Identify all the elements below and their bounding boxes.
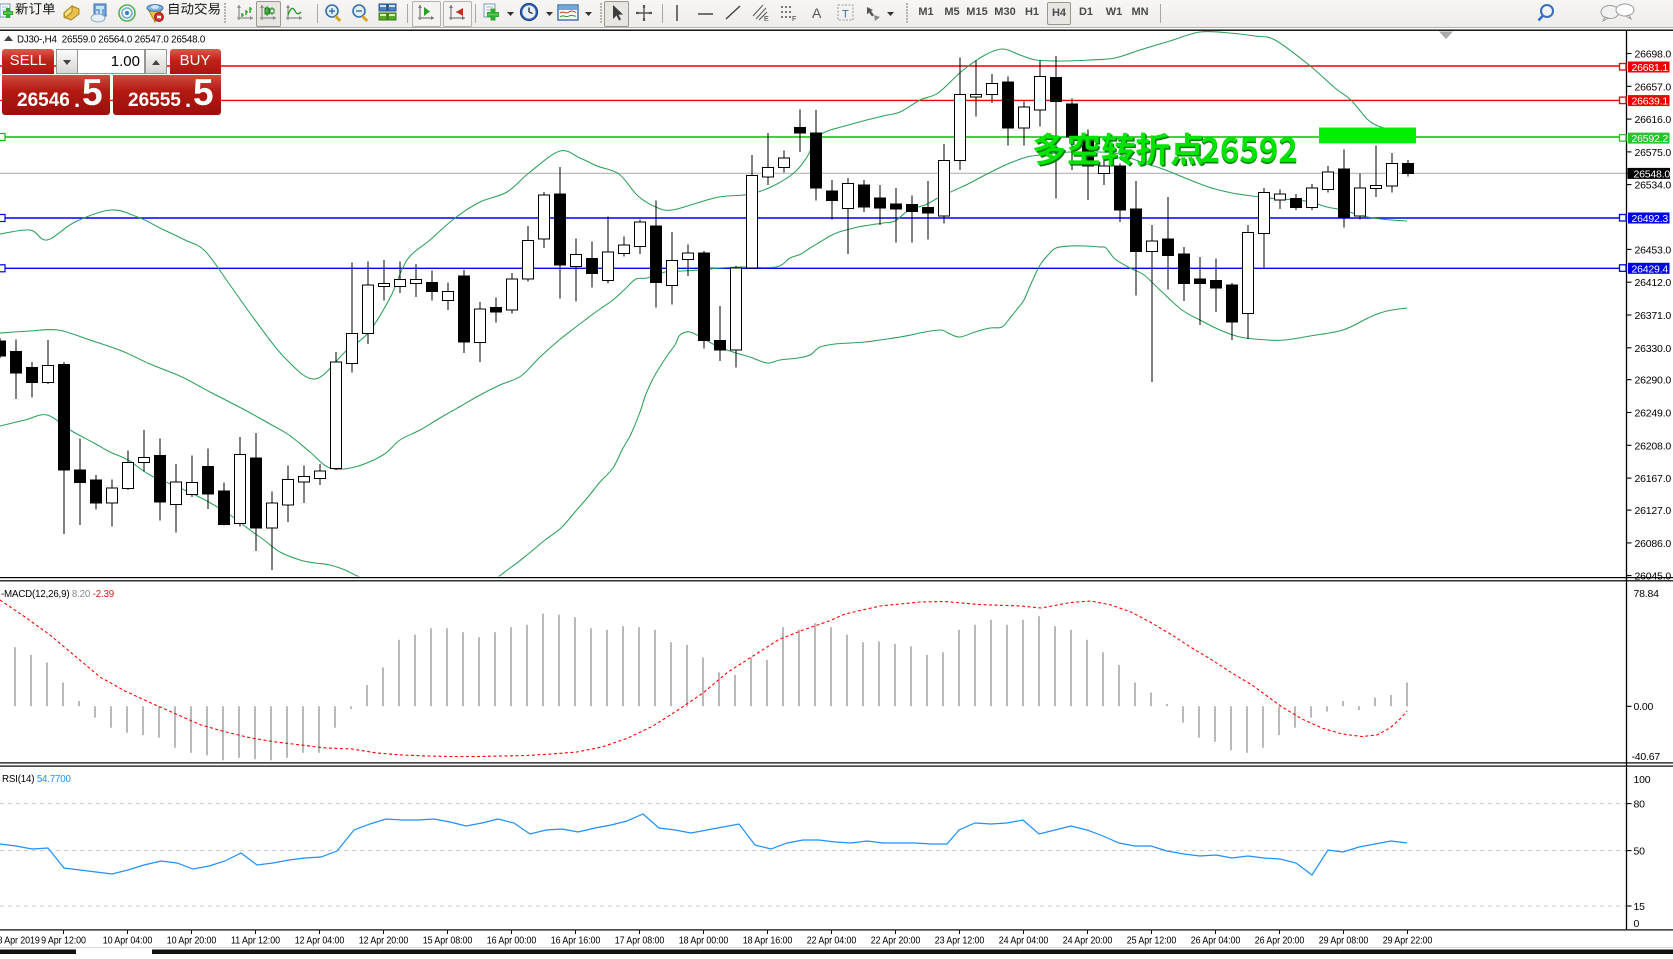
svg-text:18 Apr 16:00: 18 Apr 16:00 xyxy=(743,935,793,947)
svg-text:24 Apr 20:00: 24 Apr 20:00 xyxy=(1063,935,1113,947)
svg-text:26548.0: 26548.0 xyxy=(1634,168,1671,180)
svg-text:26330.0: 26330.0 xyxy=(1635,343,1672,355)
svg-text:26534.0: 26534.0 xyxy=(1635,180,1672,192)
svg-text:17 Apr 08:00: 17 Apr 08:00 xyxy=(615,935,665,947)
svg-text:RSI(14) 54.7700: RSI(14) 54.7700 xyxy=(2,774,71,785)
svg-text:23 Apr 12:00: 23 Apr 12:00 xyxy=(935,935,985,947)
svg-text:16 Apr 00:00: 16 Apr 00:00 xyxy=(487,935,537,947)
svg-text:26 Apr 04:00: 26 Apr 04:00 xyxy=(1191,935,1241,947)
svg-text:26127.0: 26127.0 xyxy=(1635,505,1672,517)
svg-text:26 Apr 20:00: 26 Apr 20:00 xyxy=(1255,935,1305,947)
svg-text:E: E xyxy=(764,16,769,23)
svg-text:15: 15 xyxy=(1634,901,1646,913)
svg-text:26208.0: 26208.0 xyxy=(1635,440,1672,452)
svg-text:80: 80 xyxy=(1634,799,1646,811)
svg-text:26290.0: 26290.0 xyxy=(1635,375,1672,387)
svg-text:10 Apr 04:00: 10 Apr 04:00 xyxy=(103,935,153,947)
svg-text:12 Apr 20:00: 12 Apr 20:00 xyxy=(359,935,409,947)
svg-text:26453.0: 26453.0 xyxy=(1635,244,1672,256)
svg-text:26249.0: 26249.0 xyxy=(1635,408,1672,420)
svg-text:22 Apr 20:00: 22 Apr 20:00 xyxy=(871,935,921,947)
svg-text:15 Apr 08:00: 15 Apr 08:00 xyxy=(423,935,473,947)
svg-text:12 Apr 04:00: 12 Apr 04:00 xyxy=(295,935,345,947)
svg-text:29 Apr 08:00: 29 Apr 08:00 xyxy=(1319,935,1369,947)
svg-text:18 Apr 00:00: 18 Apr 00:00 xyxy=(679,935,729,947)
svg-text:11 Apr 12:00: 11 Apr 12:00 xyxy=(231,935,281,947)
svg-text:50: 50 xyxy=(1634,846,1646,858)
svg-text:24 Apr 04:00: 24 Apr 04:00 xyxy=(999,935,1049,947)
svg-text:9 Apr 12:00: 9 Apr 12:00 xyxy=(41,935,86,947)
svg-text:-MACD(12,26,9) 8.20 -2.39: -MACD(12,26,9) 8.20 -2.39 xyxy=(1,589,115,600)
svg-text:22 Apr 04:00: 22 Apr 04:00 xyxy=(807,935,857,947)
svg-text:25 Apr 12:00: 25 Apr 12:00 xyxy=(1127,935,1177,947)
svg-text:26492.3: 26492.3 xyxy=(1632,213,1669,225)
svg-text:A: A xyxy=(812,5,822,21)
svg-text:78.84: 78.84 xyxy=(1634,588,1660,600)
svg-text:26371.0: 26371.0 xyxy=(1635,310,1672,322)
svg-text:0.00: 0.00 xyxy=(1634,701,1654,713)
svg-text:26616.0: 26616.0 xyxy=(1635,114,1672,126)
svg-text:26592.2: 26592.2 xyxy=(1632,133,1669,145)
svg-text:100: 100 xyxy=(1634,774,1651,786)
svg-text:T: T xyxy=(842,9,849,21)
svg-text:26167.0: 26167.0 xyxy=(1635,473,1672,485)
svg-text:26086.0: 26086.0 xyxy=(1635,538,1672,550)
svg-text:26698.0: 26698.0 xyxy=(1635,49,1672,61)
svg-text:26045.0: 26045.0 xyxy=(1635,571,1672,583)
svg-text:16 Apr 16:00: 16 Apr 16:00 xyxy=(551,935,601,947)
svg-text:29 Apr 22:00: 29 Apr 22:00 xyxy=(1383,935,1433,947)
svg-text:26429.4: 26429.4 xyxy=(1632,263,1669,275)
svg-text:F: F xyxy=(792,16,796,23)
svg-text:26639.1: 26639.1 xyxy=(1632,96,1669,108)
svg-text:0: 0 xyxy=(1634,918,1640,930)
svg-text:10 Apr 20:00: 10 Apr 20:00 xyxy=(167,935,217,947)
svg-text:26575.0: 26575.0 xyxy=(1635,147,1672,159)
svg-text:8 Apr 2019: 8 Apr 2019 xyxy=(0,935,40,947)
svg-text:26412.0: 26412.0 xyxy=(1635,277,1672,289)
svg-text:-40.67: -40.67 xyxy=(1632,751,1661,763)
svg-text:26657.0: 26657.0 xyxy=(1635,81,1672,93)
svg-text:DJ30-,H4 26559.0 26564.0 2654: DJ30-,H4 26559.0 26564.0 26547.0 26548.0 xyxy=(17,34,206,45)
svg-text:26681.1: 26681.1 xyxy=(1632,62,1669,74)
